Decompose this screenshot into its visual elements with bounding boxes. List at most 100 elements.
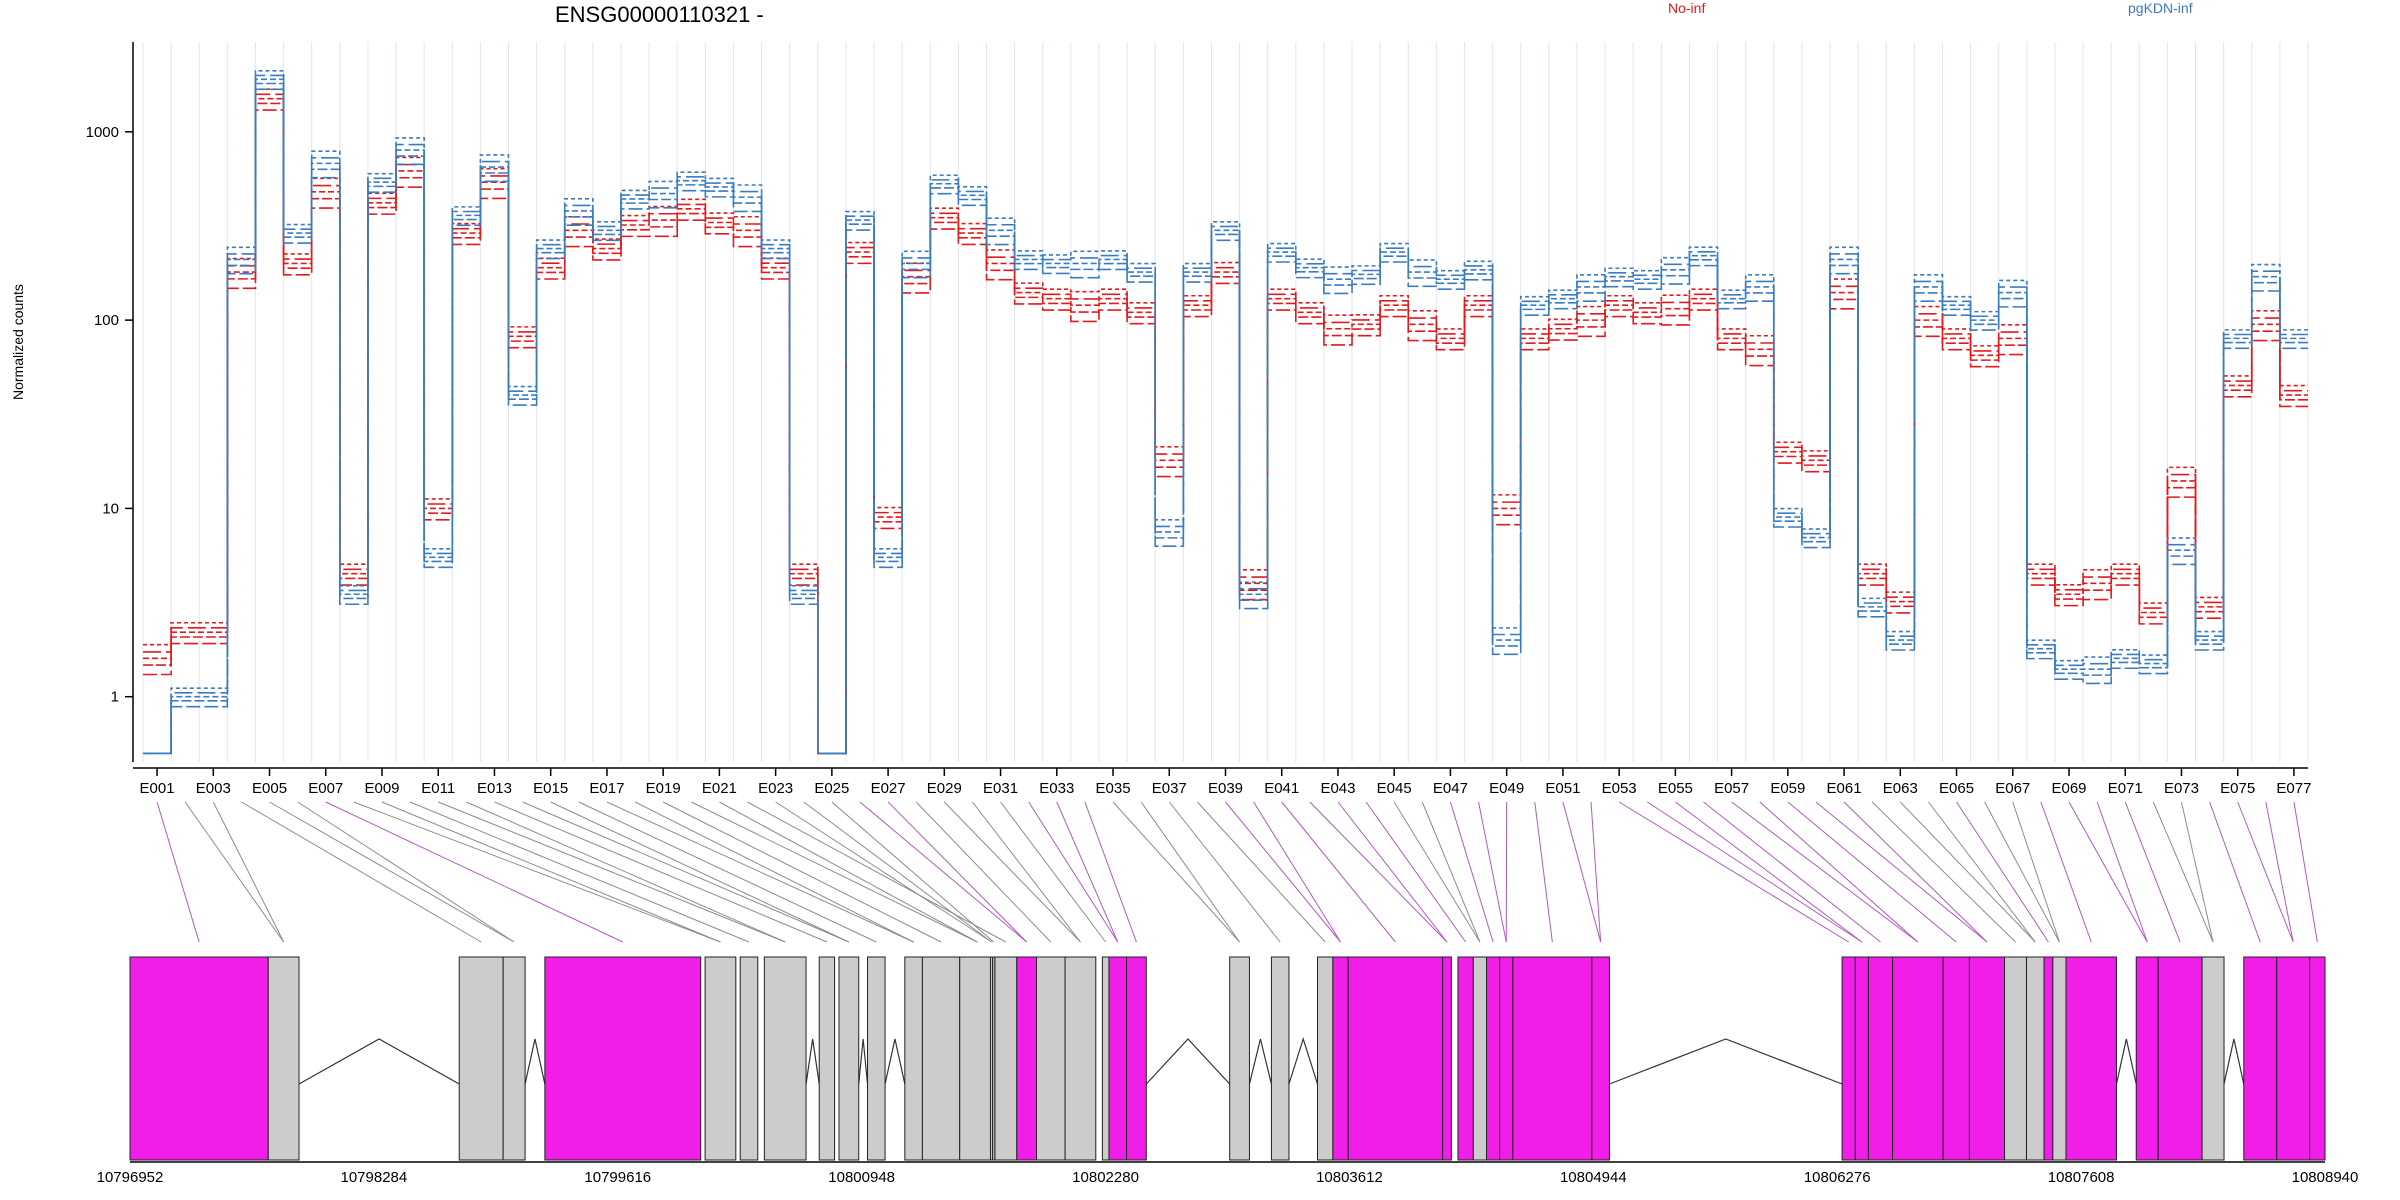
x-tick-label: E037	[1152, 780, 1187, 797]
exon-block	[763, 956, 807, 1161]
genomic-tick-label: 10799616	[584, 1169, 651, 1186]
exon-connector	[1590, 801, 1602, 943]
y-tick-label: 1	[111, 689, 119, 706]
intron-line	[1145, 1038, 1231, 1085]
exon-connector	[156, 801, 200, 943]
exon-block-tested	[2135, 956, 2159, 1161]
x-tick-label: E053	[1602, 780, 1637, 797]
intron-line	[1248, 1038, 1272, 1085]
x-tick-label: E035	[1096, 780, 1131, 797]
genomic-tick-label: 10798284	[341, 1169, 408, 1186]
exon-block-tested	[1854, 956, 1869, 1161]
x-tick-label: E073	[2164, 780, 2199, 797]
exon-block-tested	[1442, 956, 1452, 1161]
x-tick-label: E077	[2276, 780, 2311, 797]
exon-connector	[747, 801, 1007, 943]
x-tick-label: E015	[533, 780, 568, 797]
exon-connector	[1084, 801, 1137, 943]
exon-block-tested	[1968, 956, 2006, 1161]
exon-connector	[2012, 801, 2060, 943]
x-tick-label: E025	[814, 780, 849, 797]
x-tick-label: E067	[1995, 780, 2030, 797]
exon-block-tested	[2065, 956, 2117, 1161]
genomic-tick-label: 10803612	[1316, 1169, 1383, 1186]
exon-block-tested	[1126, 956, 1147, 1161]
genomic-tick-label: 10802280	[1072, 1169, 1139, 1186]
x-tick-label: E063	[1883, 780, 1918, 797]
exon-connector	[269, 801, 515, 943]
exon-block-tested	[1108, 956, 1128, 1161]
exon-block	[1101, 956, 1110, 1161]
genomic-tick-label: 10807608	[2048, 1169, 2115, 1186]
intron-line	[1288, 1037, 1319, 1085]
exon-connector	[184, 801, 285, 943]
exon-block	[994, 956, 1018, 1161]
x-tick-label: E027	[871, 780, 906, 797]
exon-block-tested	[544, 956, 702, 1161]
exon-connector	[859, 801, 1027, 943]
x-tick-label: E033	[1039, 780, 1074, 797]
exon-connector	[494, 801, 828, 943]
exon-block	[502, 956, 526, 1161]
series-line-no-inf	[143, 93, 2308, 755]
x-tick-label: E071	[2108, 780, 2143, 797]
exon-block-tested	[1016, 956, 1038, 1161]
y-tick-label: 100	[94, 312, 119, 329]
exon-connector	[1534, 801, 1553, 943]
exon-block-tested	[1867, 956, 1894, 1161]
x-tick-label: E059	[1770, 780, 1805, 797]
exon-connector	[1703, 801, 1881, 943]
exon-connector	[1618, 801, 1849, 943]
exon-connector	[1421, 801, 1481, 943]
series-lines	[143, 70, 2308, 755]
exon-block	[2201, 956, 2225, 1161]
exon-block	[1064, 956, 1097, 1161]
exon-connector	[1787, 801, 1957, 943]
exon-connector	[1759, 801, 1919, 943]
exon-connector	[634, 801, 914, 943]
exon-connector	[1956, 801, 2049, 943]
exon-connector	[1393, 801, 1481, 943]
exon-connector	[1365, 801, 1467, 943]
genomic-tick-label: 10796952	[97, 1169, 164, 1186]
exon-block-tested	[1841, 956, 1856, 1161]
exon-block-tested	[2276, 956, 2311, 1161]
exon-block-tested	[2157, 956, 2203, 1161]
exon-block-tested	[129, 956, 269, 1161]
exon-connector	[1028, 801, 1119, 943]
genomic-tick-label: 10800948	[828, 1169, 895, 1186]
exon-connector	[1000, 801, 1107, 943]
legend-pgkdn-inf: pgKDN-inf	[2128, 0, 2193, 16]
x-tick-label: E057	[1714, 780, 1749, 797]
exon-block	[1270, 956, 1290, 1161]
exon-connector	[1197, 801, 1326, 943]
exon-connector	[1140, 801, 1240, 943]
x-tick-label: E013	[477, 780, 512, 797]
intron-line	[858, 1038, 869, 1085]
x-tick-label: E003	[196, 780, 231, 797]
exon-block	[838, 956, 860, 1161]
x-tick-label: E029	[927, 780, 962, 797]
intron-line	[2115, 1038, 2137, 1085]
exon-connector	[719, 801, 978, 943]
exon-connector	[1056, 801, 1119, 943]
exon-block	[2052, 956, 2067, 1161]
genomic-tick-label: 10808940	[2292, 1169, 2359, 1186]
x-tick-label: E017	[589, 780, 624, 797]
exon-block-tested	[2243, 956, 2278, 1161]
exon-connector	[2293, 801, 2318, 943]
exon-block	[959, 956, 996, 1161]
x-tick-label: E055	[1658, 780, 1693, 797]
x-tick-label: E023	[758, 780, 793, 797]
exon-connector	[1731, 801, 1919, 943]
exon-block	[992, 956, 996, 1161]
x-tick-label: E047	[1433, 780, 1468, 797]
x-tick-label: E061	[1827, 780, 1862, 797]
exon-connector	[1984, 801, 2060, 943]
series-line-pgkdn-inf	[143, 70, 2308, 755]
exon-connector	[1646, 801, 1863, 943]
intron-line	[524, 1038, 546, 1085]
exon-connector	[1309, 801, 1448, 943]
exon-block-tested	[2043, 956, 2054, 1161]
